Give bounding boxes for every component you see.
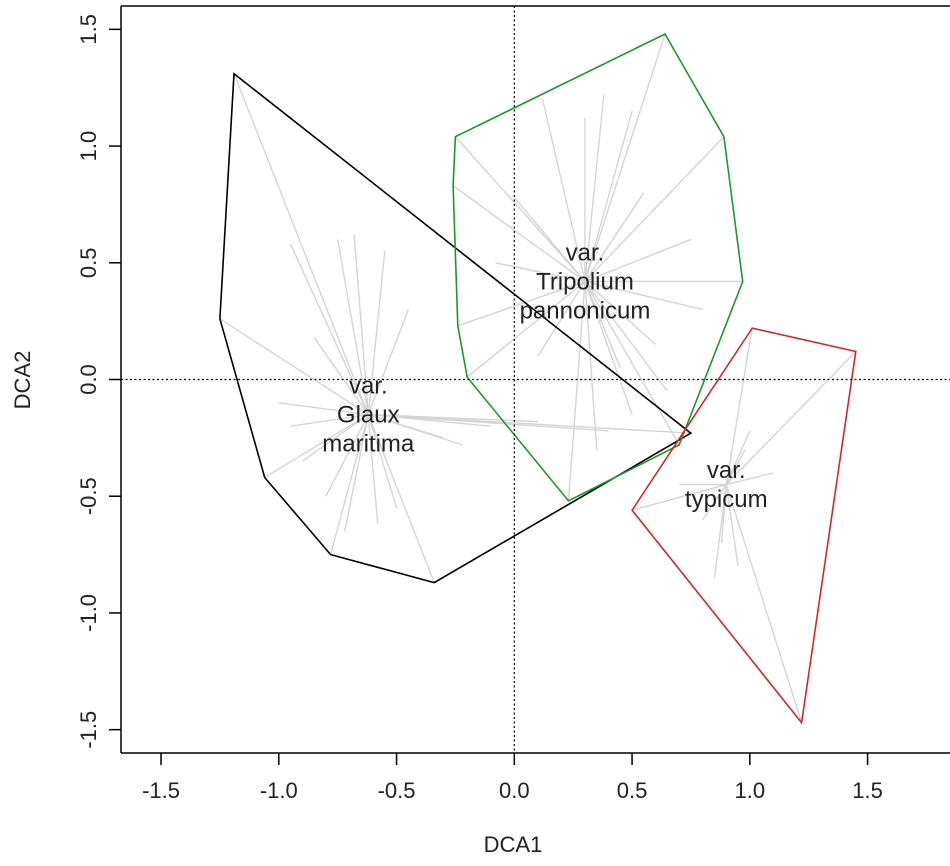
y-tick-label: -1.0 bbox=[76, 594, 101, 632]
x-tick-label: -1.0 bbox=[260, 778, 298, 803]
spider-line bbox=[367, 414, 435, 583]
group-label-1: var. bbox=[349, 373, 388, 400]
spider-line bbox=[368, 413, 609, 432]
spider-line bbox=[289, 243, 369, 415]
spider-line bbox=[584, 281, 633, 415]
spider-line bbox=[367, 251, 386, 415]
x-axis: -1.5 -1.0 -0.5 0.0 0.5 1.0 1.5 bbox=[142, 753, 883, 803]
spider-line bbox=[725, 350, 857, 486]
spider-line bbox=[368, 413, 463, 446]
x-tick-label: -1.5 bbox=[142, 778, 180, 803]
spider-line bbox=[325, 414, 369, 497]
spider-line bbox=[584, 136, 725, 282]
spider-line bbox=[313, 337, 369, 415]
spider-line bbox=[336, 239, 369, 415]
x-tick-label: 1.5 bbox=[852, 778, 883, 803]
y-tick-label: -1.5 bbox=[76, 711, 101, 749]
spider-line bbox=[584, 94, 605, 282]
spider-line bbox=[264, 413, 369, 479]
spider-line bbox=[233, 73, 369, 415]
spider-line bbox=[368, 413, 538, 423]
spider-line bbox=[513, 196, 586, 282]
x-tick-label: -0.5 bbox=[378, 778, 416, 803]
group-label-3: var. bbox=[707, 457, 746, 484]
hull-group-2 bbox=[452, 32, 744, 502]
spider-line bbox=[584, 33, 666, 282]
spider-line bbox=[584, 281, 680, 446]
spider-line bbox=[631, 483, 727, 511]
spider-line bbox=[290, 413, 369, 427]
spider-line bbox=[720, 484, 727, 543]
spider-line bbox=[702, 484, 727, 520]
group-label-1: maritima bbox=[322, 431, 415, 458]
spider-line bbox=[454, 136, 586, 282]
spider-line bbox=[344, 414, 369, 532]
spider-line bbox=[567, 281, 586, 501]
spider-line bbox=[219, 318, 369, 416]
spider-line bbox=[541, 99, 586, 282]
spider-line bbox=[725, 484, 739, 567]
spider-line bbox=[495, 262, 586, 283]
spider-line bbox=[367, 309, 409, 415]
spider-line bbox=[466, 280, 586, 378]
y-tick-label: 0.5 bbox=[76, 248, 101, 279]
spider-line bbox=[353, 234, 369, 415]
x-axis-label: DCA1 bbox=[484, 832, 543, 857]
spider-lines-layer bbox=[219, 33, 857, 723]
spider-line bbox=[584, 280, 703, 311]
spider-line bbox=[725, 484, 803, 723]
hulls-layer bbox=[219, 32, 857, 725]
y-axis-label: DCA2 bbox=[10, 351, 35, 410]
spider-line bbox=[725, 449, 746, 485]
spider-line bbox=[584, 281, 668, 392]
spider-line bbox=[452, 185, 586, 283]
spider-line bbox=[725, 328, 753, 485]
x-tick-label: 1.0 bbox=[735, 778, 766, 803]
spider-line bbox=[584, 281, 621, 369]
y-tick-label: 1.5 bbox=[76, 14, 101, 45]
hull-group-1 bbox=[219, 72, 693, 584]
spider-line bbox=[301, 413, 369, 462]
x-tick-label: 0.0 bbox=[499, 778, 530, 803]
y-tick-label: 1.0 bbox=[76, 131, 101, 162]
spider-line bbox=[726, 472, 774, 486]
spider-line bbox=[278, 402, 369, 416]
spider-line bbox=[584, 281, 598, 450]
group-labels-layer: var.Glauxmaritimavar.Tripoliumpannonicum… bbox=[322, 239, 767, 513]
spider-line bbox=[329, 414, 369, 555]
spider-line bbox=[725, 430, 751, 485]
reference-lines-layer bbox=[121, 6, 950, 753]
spider-line bbox=[367, 414, 398, 509]
spider-line bbox=[584, 110, 633, 282]
spider-line bbox=[584, 280, 657, 346]
y-tick-label: -0.5 bbox=[76, 477, 101, 515]
group-label-2: Tripolium bbox=[536, 268, 634, 295]
spider-line bbox=[584, 192, 645, 282]
spider-line bbox=[537, 281, 586, 357]
group-label-1: Glaux bbox=[337, 402, 400, 429]
spider-line bbox=[584, 238, 692, 283]
group-label-3: typicum bbox=[685, 486, 768, 513]
spider-line bbox=[457, 280, 586, 327]
spider-line bbox=[713, 484, 727, 579]
spider-line bbox=[367, 414, 379, 525]
x-tick-label: 0.5 bbox=[617, 778, 648, 803]
y-axis: -1.5 -1.0 -0.5 0.0 0.5 1.0 1.5 bbox=[76, 14, 121, 749]
y-tick-label: 0.0 bbox=[76, 364, 101, 395]
group-label-2: pannonicum bbox=[520, 297, 651, 324]
hull-group-3 bbox=[631, 327, 857, 725]
group-label-2: var. bbox=[566, 239, 605, 266]
